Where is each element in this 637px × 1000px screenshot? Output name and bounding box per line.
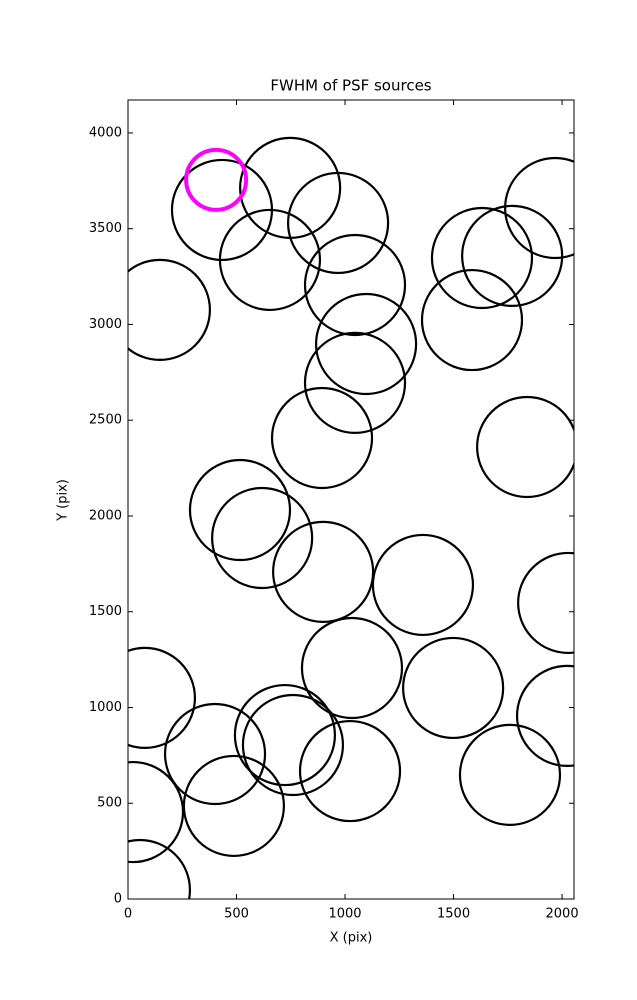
source-circle [188,458,292,562]
source-circle [461,204,564,307]
source-circle [402,636,505,740]
y-tick-label: 1000 [89,700,122,715]
source-circle [303,233,407,337]
y-axis-label: Y (pix) [56,479,71,522]
source-circle [128,258,211,361]
x-tick-label: 1500 [437,907,470,922]
source-circle [303,331,407,434]
source-circle [300,616,404,720]
x-tick-label: 1000 [328,907,361,922]
source-circle [371,533,475,637]
source-circle [163,702,267,806]
x-tick-label: 500 [224,907,249,922]
source-circle [182,754,286,858]
y-tick-label: 1500 [89,604,122,619]
x-tick-label: 0 [124,907,132,922]
source-circle [298,719,402,823]
source-circle [233,683,337,787]
source-circle [128,760,185,864]
x-axis-label: X (pix) [330,931,373,946]
source-circle [128,646,197,749]
y-tick-label: 4000 [89,125,122,140]
y-tick-label: 0 [114,892,122,907]
y-tick-label: 2000 [89,508,122,523]
y-tick-label: 2500 [89,413,122,428]
source-circle [314,292,418,396]
chart-title: FWHM of PSF sources [270,77,431,95]
source-circle [420,268,524,372]
source-circle [476,395,574,499]
source-circle [430,206,534,310]
source-circle [218,208,322,312]
source-circle [239,136,342,240]
plot-area [128,136,574,899]
source-circle [286,171,390,275]
source-circle [211,486,314,590]
source-circle [184,147,249,212]
y-tick-label: 500 [97,796,122,811]
source-circle [270,386,374,490]
source-circle [504,156,574,260]
source-circle [128,838,192,899]
source-circle [517,551,574,655]
source-circle [241,693,345,797]
source-circle [272,520,375,623]
y-tick-label: 3000 [89,317,122,332]
axes-frame [127,99,575,900]
source-circle [458,723,562,826]
source-circle [515,664,574,767]
x-tick-label: 2000 [546,907,579,922]
y-tick-label: 3500 [89,221,122,236]
